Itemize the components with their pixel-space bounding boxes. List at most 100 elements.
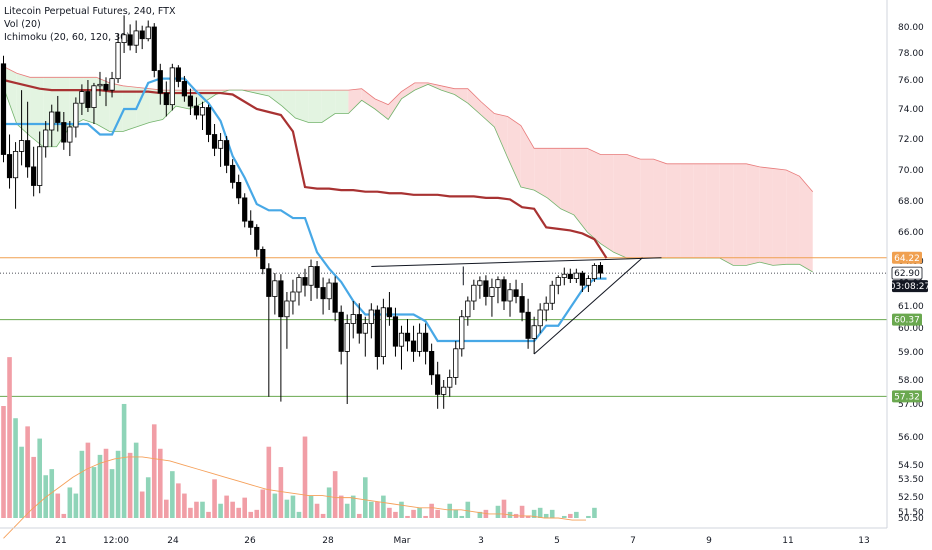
candle-body [296, 277, 302, 293]
candle-body [169, 67, 175, 106]
x-tick-label: Mar [394, 536, 411, 546]
candle-body [187, 95, 194, 107]
triangle-lower-line [533, 257, 643, 355]
price-tag-label: 60.37 [894, 316, 920, 326]
volume-bar [236, 507, 241, 518]
candle-body [326, 282, 332, 300]
candle-body [0, 63, 7, 155]
volume-bar [176, 483, 181, 518]
candle-body [579, 272, 585, 286]
candle-body [163, 92, 169, 106]
y-tick-label: 58.00 [898, 376, 924, 386]
volume-bar [266, 446, 272, 518]
volume-bar [344, 503, 350, 518]
candle-body [507, 289, 513, 302]
candle-body [495, 279, 501, 288]
candle-body [49, 111, 55, 131]
volume-bar [543, 513, 549, 518]
candle-body [55, 111, 61, 123]
y-tick-label: 52.50 [898, 493, 924, 503]
volume-bar [55, 493, 61, 518]
volume-bar [290, 495, 296, 518]
volume-bar [242, 497, 247, 518]
cloud-segment [772, 168, 787, 266]
candle-body [483, 280, 489, 297]
candle-body [410, 340, 417, 352]
volume-bar [393, 511, 398, 518]
cloud-segment [268, 90, 283, 107]
volume-bar [561, 515, 567, 518]
volume-bar [302, 436, 308, 518]
cloud-segment [30, 77, 44, 147]
y-tick-label: 51.50 [898, 508, 924, 518]
volume-bar [224, 495, 229, 518]
volume-bar [447, 503, 453, 518]
price-tags: 64.22 62.90 03:08:27 60.37 57.32 [890, 251, 930, 403]
volume-bar [133, 442, 139, 518]
candle-body [205, 107, 212, 135]
span-b-line [3, 66, 814, 192]
price-tag-label: 62.90 [894, 269, 920, 279]
volume-bar [115, 450, 121, 518]
candle-body [597, 264, 604, 274]
cloud-segment [786, 170, 800, 265]
x-tick-label: 7 [630, 536, 636, 546]
y-tick-label: 50.50 [898, 514, 924, 524]
volume-bar [139, 491, 145, 518]
volume-bar [212, 479, 217, 518]
volume-bar [91, 467, 97, 518]
legend-ichimoku: Ichimoku (20, 60, 120, 30) [4, 32, 130, 43]
volume-bar [568, 513, 573, 518]
y-tick-label: 72.00 [898, 135, 924, 145]
candle-body [585, 278, 592, 286]
candle-body [31, 166, 37, 186]
price-tag-label: 03:08:27 [890, 282, 930, 292]
legend-volume: Vol (20) [4, 19, 41, 30]
cloud-segment [295, 90, 309, 123]
candle-body [380, 307, 386, 357]
cloud-segment [388, 91, 402, 120]
candle-body [453, 348, 459, 378]
cloud-segment [534, 148, 548, 198]
volume-bar [109, 469, 115, 518]
volume-bar [387, 507, 392, 518]
x-tick-label: 9 [706, 536, 712, 546]
cloud-segment [573, 148, 588, 232]
cloud-segment [361, 88, 375, 109]
volume-bar [25, 426, 30, 518]
candle-body [344, 323, 350, 352]
candle-body [374, 309, 380, 357]
x-tick-label: 11 [782, 536, 793, 546]
cloud-segment [746, 163, 760, 266]
volume-bar [314, 503, 320, 518]
candle-body [43, 129, 49, 148]
volume-bar [278, 467, 284, 518]
cloud-segment [282, 90, 296, 118]
volume-bar [369, 501, 374, 518]
y-tick-label: 56.00 [898, 433, 924, 443]
volume-bar [218, 503, 223, 518]
cloud-segment [308, 90, 322, 123]
cloud-segment [136, 87, 150, 127]
candle-body [302, 277, 308, 286]
volume-bar [592, 507, 597, 518]
candle-body [175, 67, 181, 82]
cloud-segment [640, 159, 654, 259]
cloud-segment [587, 148, 601, 244]
candles [0, 15, 604, 409]
candle-body [67, 126, 73, 143]
volume-bar [272, 493, 278, 518]
candle-body [254, 226, 260, 250]
volume-bar [465, 501, 471, 518]
candle-body [127, 34, 133, 46]
candle-body [308, 266, 314, 286]
candle-body [61, 122, 67, 143]
volume-bar [525, 515, 531, 518]
volume-bar [308, 495, 314, 518]
volume-bar [230, 501, 235, 518]
volume-bar [200, 501, 205, 518]
candle-body [157, 70, 163, 94]
candle-body [549, 284, 555, 304]
price-tag-bg [891, 266, 923, 280]
